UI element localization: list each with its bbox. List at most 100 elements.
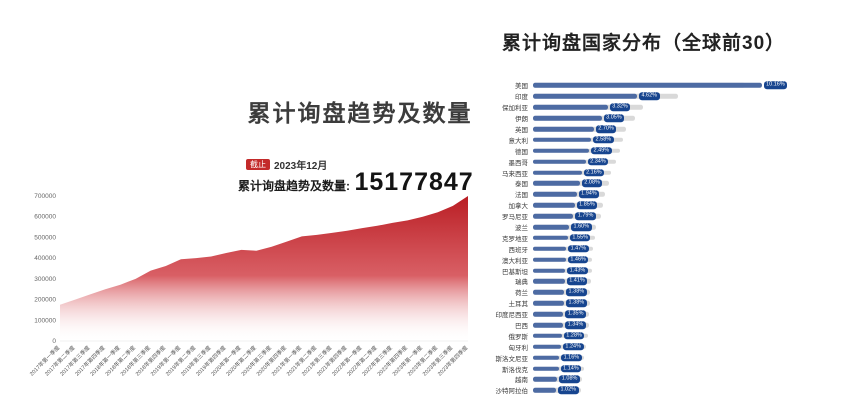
country-label: 美国: [515, 83, 528, 91]
bar-row: 马来西亚 2.16%: [440, 167, 836, 178]
bar-row: 瑞典 1.41%: [440, 276, 836, 287]
bar-fill: [533, 170, 582, 175]
bar-row: 印度尼西亚 1.35%: [440, 309, 836, 320]
y-tick-label: 300000: [34, 276, 56, 283]
country-label: 泰国: [515, 181, 528, 189]
y-tick-label: 500000: [34, 234, 56, 241]
country-label: 斯洛文尼亚: [495, 355, 529, 363]
area-chart: 0 100000 200000 300000 400000 500000 600000 700…: [28, 193, 470, 378]
value-pill: 1.85%: [576, 201, 598, 209]
country-label: 墨西哥: [508, 159, 529, 167]
bar-row: 加拿大 1.85%: [440, 200, 836, 211]
bar-track: [533, 377, 583, 382]
value-pill: 2.58%: [593, 136, 614, 144]
bar-area: 1.34%: [533, 320, 836, 331]
asof-line: 截止 2023年12月: [246, 157, 327, 172]
bar-row: 罗马尼亚 1.79%: [440, 211, 836, 222]
bar-fill: [533, 301, 565, 306]
country-label: 巴基斯坦: [502, 268, 528, 276]
value-pill: 2.49%: [591, 147, 612, 155]
bar-area: 1.46%: [533, 254, 836, 265]
bar-area: 2.70%: [533, 124, 836, 135]
country-label: 越南: [515, 377, 528, 385]
value-pill: 1.38%: [566, 299, 587, 307]
y-tick-label: 200000: [34, 297, 56, 304]
value-pill: 1.34%: [565, 321, 586, 329]
country-label: 巴西: [515, 323, 528, 331]
country-label: 俄罗斯: [508, 333, 529, 341]
value-pill: 2.34%: [587, 157, 609, 166]
bar-row: 墨西哥 2.34%: [440, 156, 836, 167]
country-bars: 美国 10.16% 印度 4.62% 保加利亚 3.32% 伊朗 3.05% 英国 2.70% 意大…: [440, 80, 836, 396]
country-label: 斯洛伐克: [502, 366, 528, 374]
value-pill: 10.16%: [763, 81, 788, 90]
country-label: 法国: [515, 192, 528, 200]
country-label: 克罗地亚: [502, 235, 528, 243]
country-chart-section: 累计询盘国家分布（全球前30） 美国 10.16% 印度 4.62% 保加利亚 3.32%…: [440, 18, 840, 408]
value-pill: 1.28%: [563, 332, 585, 340]
bar-fill: [533, 366, 559, 371]
bar-row: 巴西 1.34%: [440, 320, 836, 331]
country-label: 瑞典: [515, 279, 528, 287]
bar-row: 匈牙利 1.24%: [440, 341, 836, 352]
value-pill: 1.60%: [571, 223, 592, 231]
bar-area: 1.16%: [533, 352, 836, 363]
bar-area: 2.34%: [533, 156, 836, 167]
bar-area: 1.35%: [533, 309, 836, 320]
bar-fill: [533, 137, 592, 143]
bar-row: 印度 4.62%: [440, 91, 836, 102]
bar-area: 3.05%: [533, 113, 836, 124]
country-label: 印度尼西亚: [495, 312, 529, 320]
bar-area: 1.28%: [533, 330, 836, 341]
bar-area: 3.32%: [533, 102, 836, 113]
bar-area: 1.47%: [533, 243, 836, 254]
bar-fill: [533, 104, 608, 110]
y-tick-label: 700000: [34, 193, 56, 200]
country-label: 伊朗: [515, 116, 528, 124]
bar-row: 克罗地亚 1.55%: [440, 232, 836, 243]
value-pill: 2.16%: [583, 168, 605, 177]
bar-fill: [533, 257, 566, 262]
bar-fill: [533, 192, 577, 197]
bar-area: 1.79%: [533, 211, 836, 222]
bar-area: 2.08%: [533, 178, 836, 189]
bar-area: 1.94%: [533, 189, 836, 200]
bar-fill: [533, 311, 564, 317]
bar-row: 沙特阿拉伯 1.02%: [440, 385, 836, 396]
value-pill: 1.14%: [560, 364, 582, 373]
asof-badge: 截止: [246, 158, 270, 171]
bar-area: 1.55%: [533, 232, 836, 243]
bar-area: 1.38%: [533, 287, 836, 298]
country-label: 匈牙利: [508, 344, 529, 352]
bar-fill: [533, 213, 574, 219]
bar-fill: [533, 83, 762, 88]
bar-area: 1.41%: [533, 276, 836, 287]
country-label: 土耳其: [508, 301, 529, 309]
y-tick-label: 100000: [34, 317, 56, 324]
bar-row: 荷兰 1.38%: [440, 287, 836, 298]
area-path: [60, 196, 468, 341]
value-pill: 1.24%: [562, 343, 584, 351]
bar-track: [533, 388, 581, 393]
value-pill: 1.02%: [557, 386, 579, 395]
bar-fill: [533, 377, 558, 382]
country-label: 波兰: [515, 225, 528, 233]
asof-date: 2023年12月: [274, 161, 328, 172]
bar-row: 美国 10.16%: [440, 80, 836, 91]
value-pill: 3.32%: [609, 103, 631, 111]
country-label: 澳大利亚: [502, 257, 528, 265]
bar-row: 巴基斯坦 1.43%: [440, 265, 836, 276]
bar-fill: [533, 290, 565, 295]
y-tick-label: 600000: [34, 214, 56, 221]
trend-chart-title: 累计询盘趋势及数量: [247, 100, 473, 126]
value-pill: 1.43%: [567, 266, 588, 275]
bar-row: 斯洛文尼亚 1.16%: [440, 352, 836, 363]
bar-fill: [533, 202, 575, 208]
value-pill: 1.94%: [578, 190, 600, 199]
bar-area: 2.58%: [533, 134, 836, 145]
bar-area: 1.85%: [533, 200, 836, 211]
bar-row: 法国 1.94%: [440, 189, 836, 200]
bar-fill: [533, 148, 590, 154]
bar-fill: [533, 279, 565, 284]
